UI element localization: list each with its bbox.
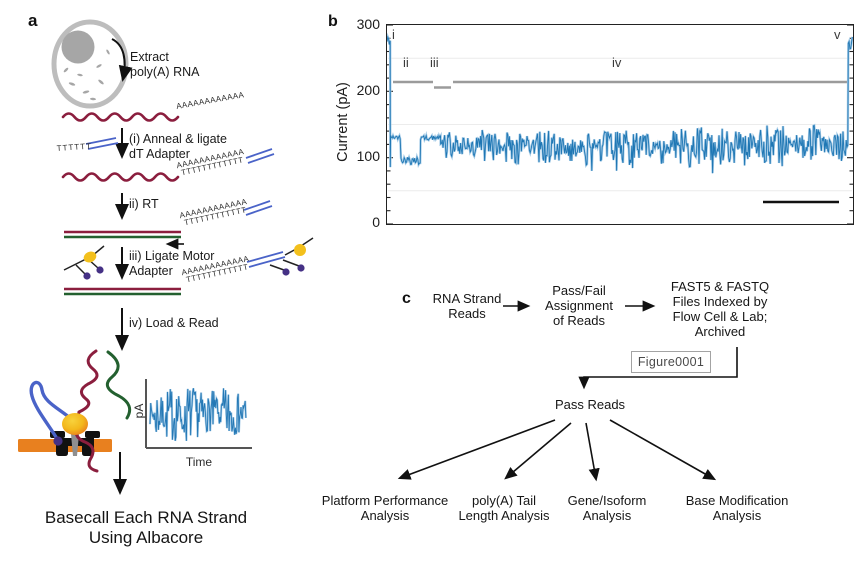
step4-label: iv) Load & Read: [129, 316, 219, 330]
purple-anchor: [53, 436, 63, 446]
blue-strand: [29, 380, 72, 439]
adapter-duplex-blue-2: [243, 200, 273, 216]
step3-label: iii) Ligate Motor Adapter: [129, 249, 215, 278]
mini-plot-xlabel: Time: [185, 455, 213, 469]
node-platform-performance: Platform Performance Analysis: [321, 493, 449, 523]
nanopore-illustration: [18, 349, 132, 473]
extract-label: Extract poly(A) RNA: [130, 50, 200, 79]
node-gene-isoform: Gene/Isoform Analysis: [567, 493, 647, 523]
node-pass-fail-assignment: Pass/Fail Assignment of Reads: [545, 283, 613, 328]
motor-adapter-attached-icon: [269, 237, 314, 276]
fan-arrow-2: [504, 422, 572, 480]
elbow-arrow-to-pass-reads: [578, 347, 738, 390]
ytick-200: 200: [356, 82, 380, 98]
extract-arrow: [111, 38, 133, 82]
figure-watermark-box: Figure0001: [631, 351, 711, 373]
fan-arrow-3: [585, 422, 600, 482]
maroon-strand: [74, 349, 99, 473]
panel-c-label: c: [402, 290, 411, 307]
mini-plot-ylabel: pA: [132, 403, 146, 419]
rt-duplex: [64, 230, 181, 239]
cell-icon: [51, 19, 129, 109]
node-rna-strand-reads: RNA Strand Reads: [432, 291, 502, 321]
panel-a-label: a: [28, 11, 38, 30]
adapter-duplex-blue-1: [245, 148, 275, 164]
mini-current-plot: [145, 379, 252, 449]
region-label-iv: iv: [612, 55, 622, 70]
region-label-ii: ii: [403, 55, 409, 70]
panel-c-arrows: [397, 300, 738, 482]
ligated-duplex: [64, 287, 181, 296]
region-label-i: i: [392, 27, 395, 42]
panel-a-illustration: [18, 19, 314, 495]
panel-b-label: b: [328, 13, 338, 30]
open-pore-lines: [393, 80, 848, 89]
node-base-modification: Base Modification Analysis: [685, 493, 789, 523]
adapter-duplex-blue-3: [246, 251, 286, 268]
motor-protein: [62, 413, 88, 435]
node-fast5-fastq: FAST5 & FASTQ Files Indexed by Flow Cell &…: [670, 279, 770, 339]
fan-arrow-1: [397, 419, 556, 480]
current-axis-label: Current (pA): [335, 82, 351, 162]
mrna-wave: [61, 112, 180, 122]
step2-label: ii) RT: [129, 197, 159, 211]
gridlines: [388, 57, 852, 192]
basecall-caption: Basecall Each RNA Strand Using Albacore: [44, 508, 248, 547]
fan-arrow-4: [609, 419, 717, 481]
current-trace-plot: i ii iii iv v: [386, 24, 854, 225]
ytick-300: 300: [356, 16, 380, 32]
ytick-100: 100: [356, 148, 380, 164]
motor-adapter-icon: [63, 245, 105, 280]
region-label-v: v: [834, 27, 841, 42]
trace-line: [387, 35, 853, 174]
mrna-wave-2: [61, 172, 180, 182]
region-label-iii: iii: [430, 55, 439, 70]
mini-trace: [149, 388, 247, 441]
green-strand: [105, 350, 132, 420]
step1-label: (i) Anneal & ligate dT Adapter: [129, 132, 227, 161]
node-pass-reads: Pass Reads: [554, 397, 626, 412]
dt-adapter-icon: [85, 137, 119, 150]
ytick-0: 0: [372, 214, 380, 230]
node-polya-tail-length: poly(A) Tail Length Analysis: [458, 493, 550, 523]
